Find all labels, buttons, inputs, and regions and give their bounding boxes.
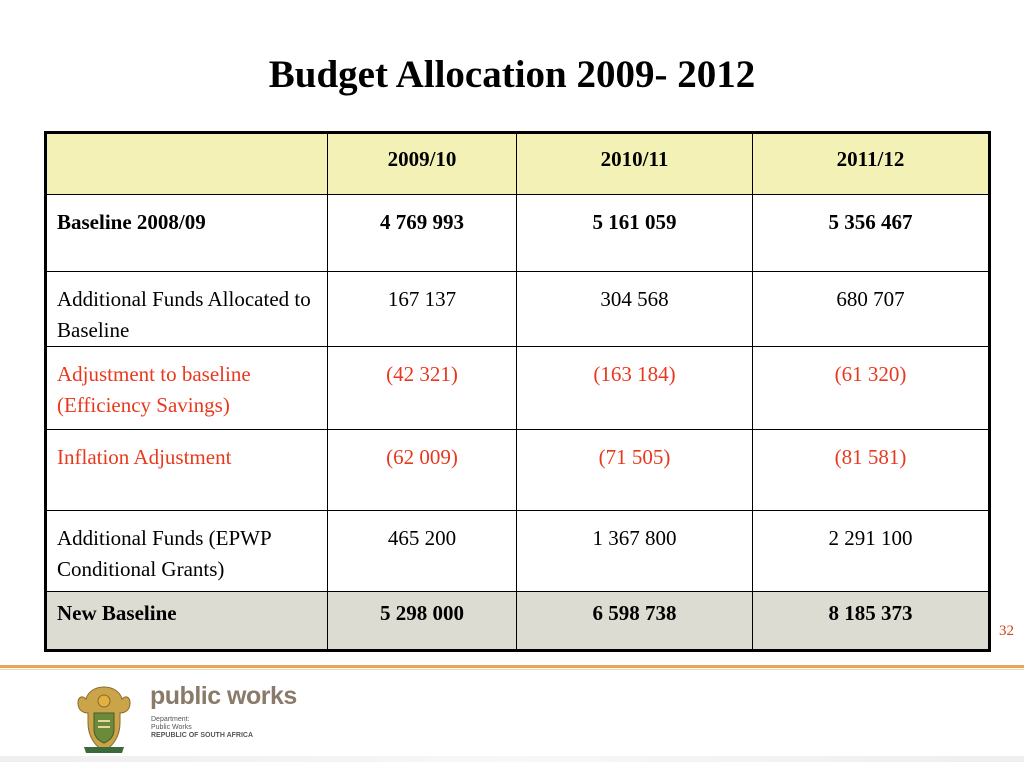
slide-title: Budget Allocation 2009- 2012: [268, 53, 756, 96]
org-name: public works: [150, 682, 297, 710]
row-value: 465 200: [327, 510, 517, 592]
row-value: 4 769 993: [327, 194, 517, 272]
table-row: Inflation Adjustment (62 009) (71 505) (…: [45, 429, 990, 511]
row-value: (71 505): [516, 429, 753, 511]
coat-of-arms-icon: [77, 686, 131, 753]
row-label: Inflation Adjustment: [45, 429, 328, 511]
row-value: (61 320): [752, 346, 990, 430]
row-value: 6 598 738: [516, 591, 753, 651]
row-value: (163 184): [516, 346, 753, 430]
org-subtitle-line: Department:: [151, 716, 190, 723]
org-subtitle-line: REPUBLIC OF SOUTH AFRICA: [151, 732, 254, 739]
row-value: 1 367 800: [516, 510, 753, 592]
row-value: 5 161 059: [516, 194, 753, 272]
row-value: 304 568: [516, 271, 753, 347]
footer-rule-thin: [0, 669, 1024, 670]
table-header-row: 2009/10 2010/11 2011/12: [45, 132, 990, 195]
row-value: 680 707: [752, 271, 990, 347]
row-value: 5 298 000: [327, 591, 517, 651]
footer-strip: [0, 756, 1024, 762]
row-value: 5 356 467: [752, 194, 990, 272]
row-label: Adjustment to baseline (Efficiency Savin…: [45, 346, 328, 430]
row-value: (42 321): [327, 346, 517, 430]
table-row: Baseline 2008/09 4 769 993 5 161 059 5 3…: [45, 194, 990, 272]
row-label: Additional Funds (EPWP Conditional Grant…: [45, 510, 328, 592]
org-subtitle-line: Public Works: [151, 724, 192, 731]
row-value: (62 009): [327, 429, 517, 511]
header-cell-2010-11: 2010/11: [516, 132, 753, 195]
row-label: Additional Funds Allocated to Baseline: [45, 271, 328, 347]
page-number: 32: [999, 623, 1014, 639]
row-label: Baseline 2008/09: [45, 194, 328, 272]
table-row-total: New Baseline 5 298 000 6 598 738 8 185 3…: [45, 591, 990, 651]
header-cell-2009-10: 2009/10: [327, 132, 517, 195]
table-row: Adjustment to baseline (Efficiency Savin…: [45, 346, 990, 430]
budget-table: 2009/10 2010/11 2011/12 Baseline 2008/09…: [44, 131, 991, 652]
row-value: 167 137: [327, 271, 517, 347]
table-row: Additional Funds (EPWP Conditional Grant…: [45, 510, 990, 592]
table-row: Additional Funds Allocated to Baseline 1…: [45, 271, 990, 347]
row-label: New Baseline: [45, 591, 328, 651]
header-cell-2011-12: 2011/12: [752, 132, 990, 195]
row-value: 8 185 373: [752, 591, 990, 651]
footer-rule: [0, 665, 1024, 668]
org-subtitle: Department: Public Works REPUBLIC OF SOU…: [151, 716, 253, 740]
row-value: (81 581): [752, 429, 990, 511]
header-cell-blank: [45, 132, 328, 195]
row-value: 2 291 100: [752, 510, 990, 592]
